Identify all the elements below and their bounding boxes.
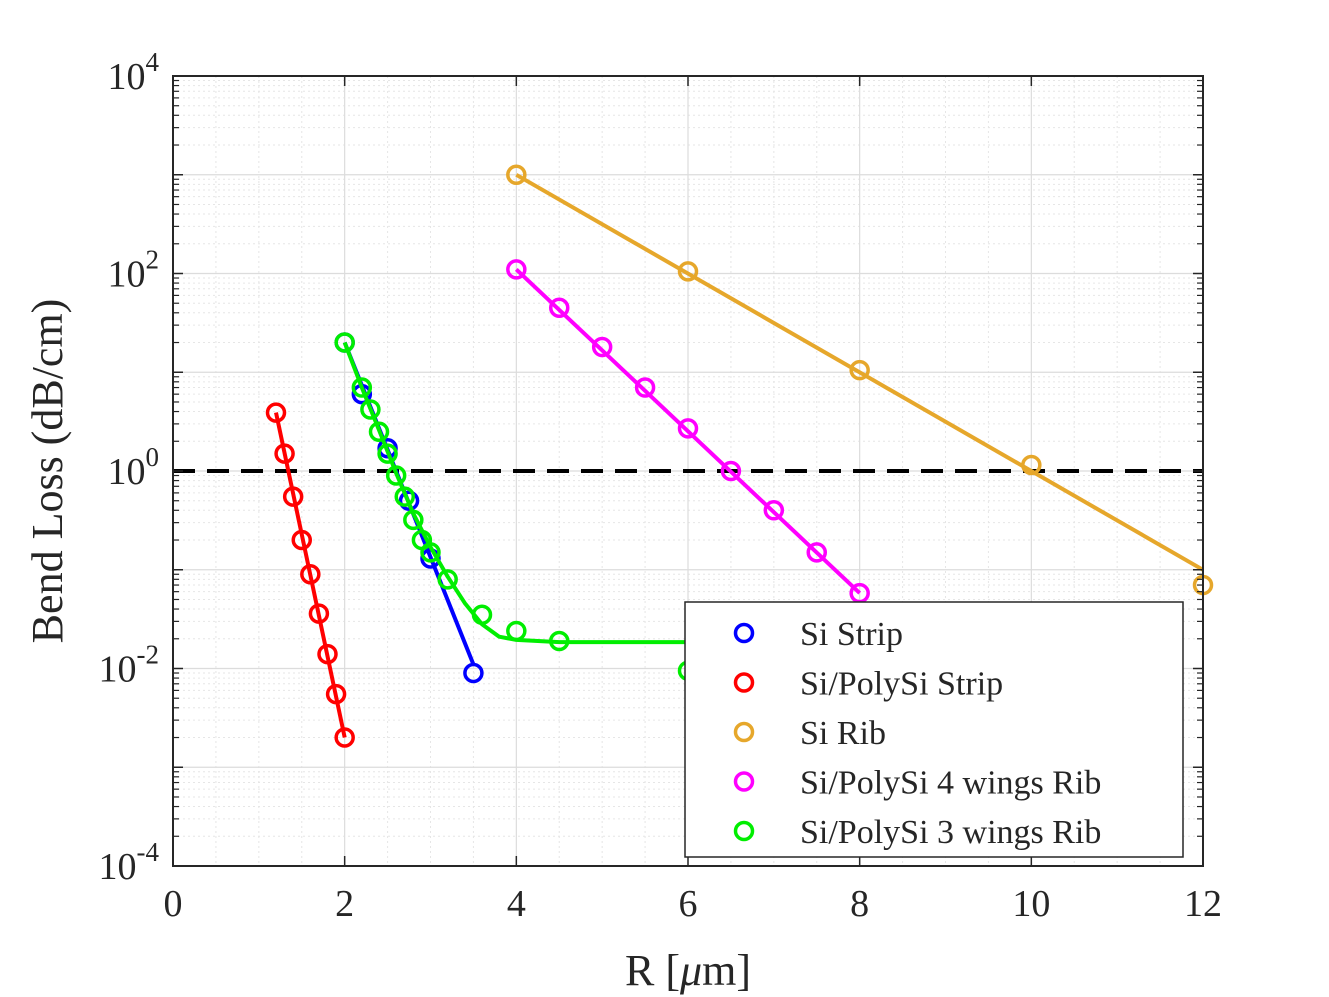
y-tick-label: 102 (108, 245, 160, 296)
data-point (385, 465, 407, 486)
legend-label: Si/PolySi 3 wings Rib (800, 814, 1101, 851)
data-point (308, 603, 330, 624)
legend-marker (733, 622, 755, 644)
data-point (763, 500, 785, 521)
data-point (334, 332, 355, 353)
data-point (351, 377, 373, 398)
data-point (394, 486, 415, 507)
x-tick-labels: 0 2 4 6 8 10 12 (164, 883, 1223, 925)
data-point (1021, 454, 1042, 476)
data-point (549, 630, 570, 652)
data-point (677, 418, 699, 439)
data-point (300, 564, 321, 585)
legend-label: Si/PolySi Strip (800, 666, 1003, 703)
series-2 (506, 164, 1214, 596)
y-tick-label: 100 (108, 442, 160, 493)
data-point (325, 683, 347, 705)
series-fit-line (515, 173, 1204, 572)
legend-label: Si Rib (800, 715, 886, 752)
tick-marks (172, 76, 1204, 867)
x-tick-label: 4 (507, 883, 526, 925)
data-point (591, 336, 613, 358)
x-tick-label: 10 (1012, 883, 1050, 925)
legend-label: Si/PolySi 4 wings Rib (800, 765, 1101, 802)
y-axis-label: Bend Loss (dB/cm) (23, 299, 72, 644)
legend-marker (733, 721, 755, 743)
legend: Si Strip Si/PolySi Strip Si Rib Si/PolySi 4… (684, 601, 1184, 858)
y-tick-label: 10-4 (99, 837, 160, 888)
legend-marker (733, 771, 755, 792)
data-point (265, 402, 287, 423)
data-point (403, 509, 424, 531)
data-point (282, 486, 304, 507)
data-point (398, 490, 420, 511)
data-point (420, 542, 441, 563)
series-fit-line (514, 267, 862, 595)
data-point (377, 443, 398, 464)
y-tick-labels: 104 102 100 10-2 10-4 (99, 47, 160, 888)
data-point (368, 421, 390, 442)
legend-marker (733, 820, 755, 842)
data-point (677, 261, 699, 282)
x-tick-label: 8 (850, 883, 869, 925)
data-point (549, 297, 570, 318)
x-tick-label: 6 (679, 883, 698, 925)
x-tick-label: 12 (1184, 883, 1222, 925)
series-fit-line (274, 412, 347, 738)
legend-box (684, 601, 1184, 858)
data-point (463, 662, 484, 684)
data-point (317, 643, 338, 665)
x-axis-label: R [μm] (625, 946, 751, 995)
data-point (634, 377, 656, 398)
y-tick-label: 10-2 (99, 640, 160, 691)
x-tick-label: 0 (164, 883, 183, 925)
legend-marker (733, 672, 755, 693)
y-tick-label: 104 (108, 47, 160, 98)
data-point (274, 443, 295, 464)
data-point (291, 529, 312, 551)
series-4 (334, 332, 699, 681)
x-tick-label: 2 (335, 883, 354, 925)
data-point (506, 164, 527, 185)
data-point (849, 359, 870, 381)
data-point (360, 399, 381, 420)
data-point (437, 569, 458, 590)
data-point (506, 259, 527, 280)
data-point (506, 620, 527, 642)
data-point (471, 604, 493, 626)
legend-label: Si Strip (800, 616, 903, 653)
data-point (334, 727, 355, 748)
data-point (806, 542, 827, 563)
data-point (720, 460, 742, 482)
series-1 (265, 402, 355, 748)
